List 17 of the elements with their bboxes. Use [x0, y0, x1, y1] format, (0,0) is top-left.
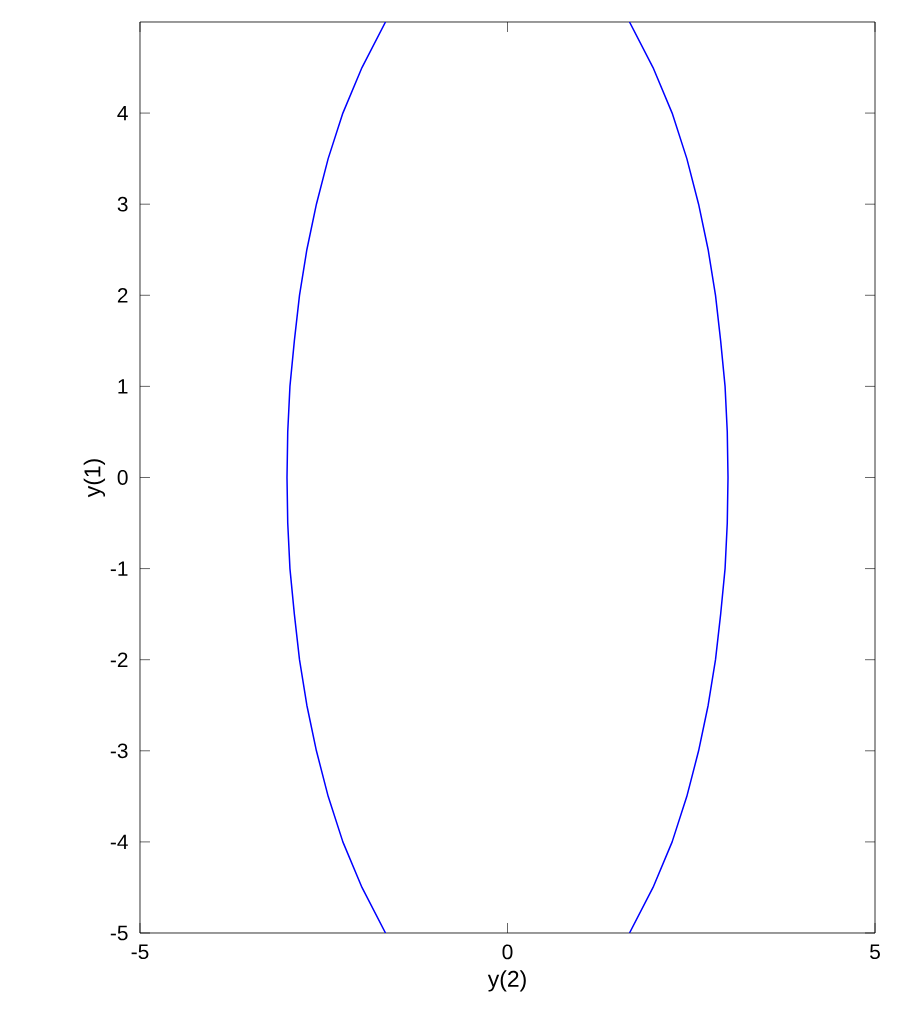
y-tick-label: 3 — [117, 196, 128, 212]
y-tick-label: -3 — [110, 743, 128, 759]
line-series — [628, 21, 729, 933]
x-tick-label: 5 — [870, 944, 880, 960]
y-tick-label: 1 — [118, 379, 128, 394]
x-tick-label: 0 — [502, 944, 513, 960]
y-tick-label: 0 — [117, 470, 128, 485]
y-tick-label: 4 — [117, 105, 128, 121]
line-series — [286, 21, 387, 933]
y-tick-label: -1 — [110, 561, 128, 576]
y-tick-label: -2 — [110, 652, 128, 667]
y-tick-label: -4 — [110, 834, 128, 850]
y-tick-label: 2 — [117, 287, 128, 303]
y-axis-title: y(1) — [83, 459, 106, 498]
x-tick-label: -5 — [131, 944, 149, 960]
y-tick-label: -5 — [110, 925, 128, 941]
x-axis-title: y(2) — [487, 970, 526, 992]
